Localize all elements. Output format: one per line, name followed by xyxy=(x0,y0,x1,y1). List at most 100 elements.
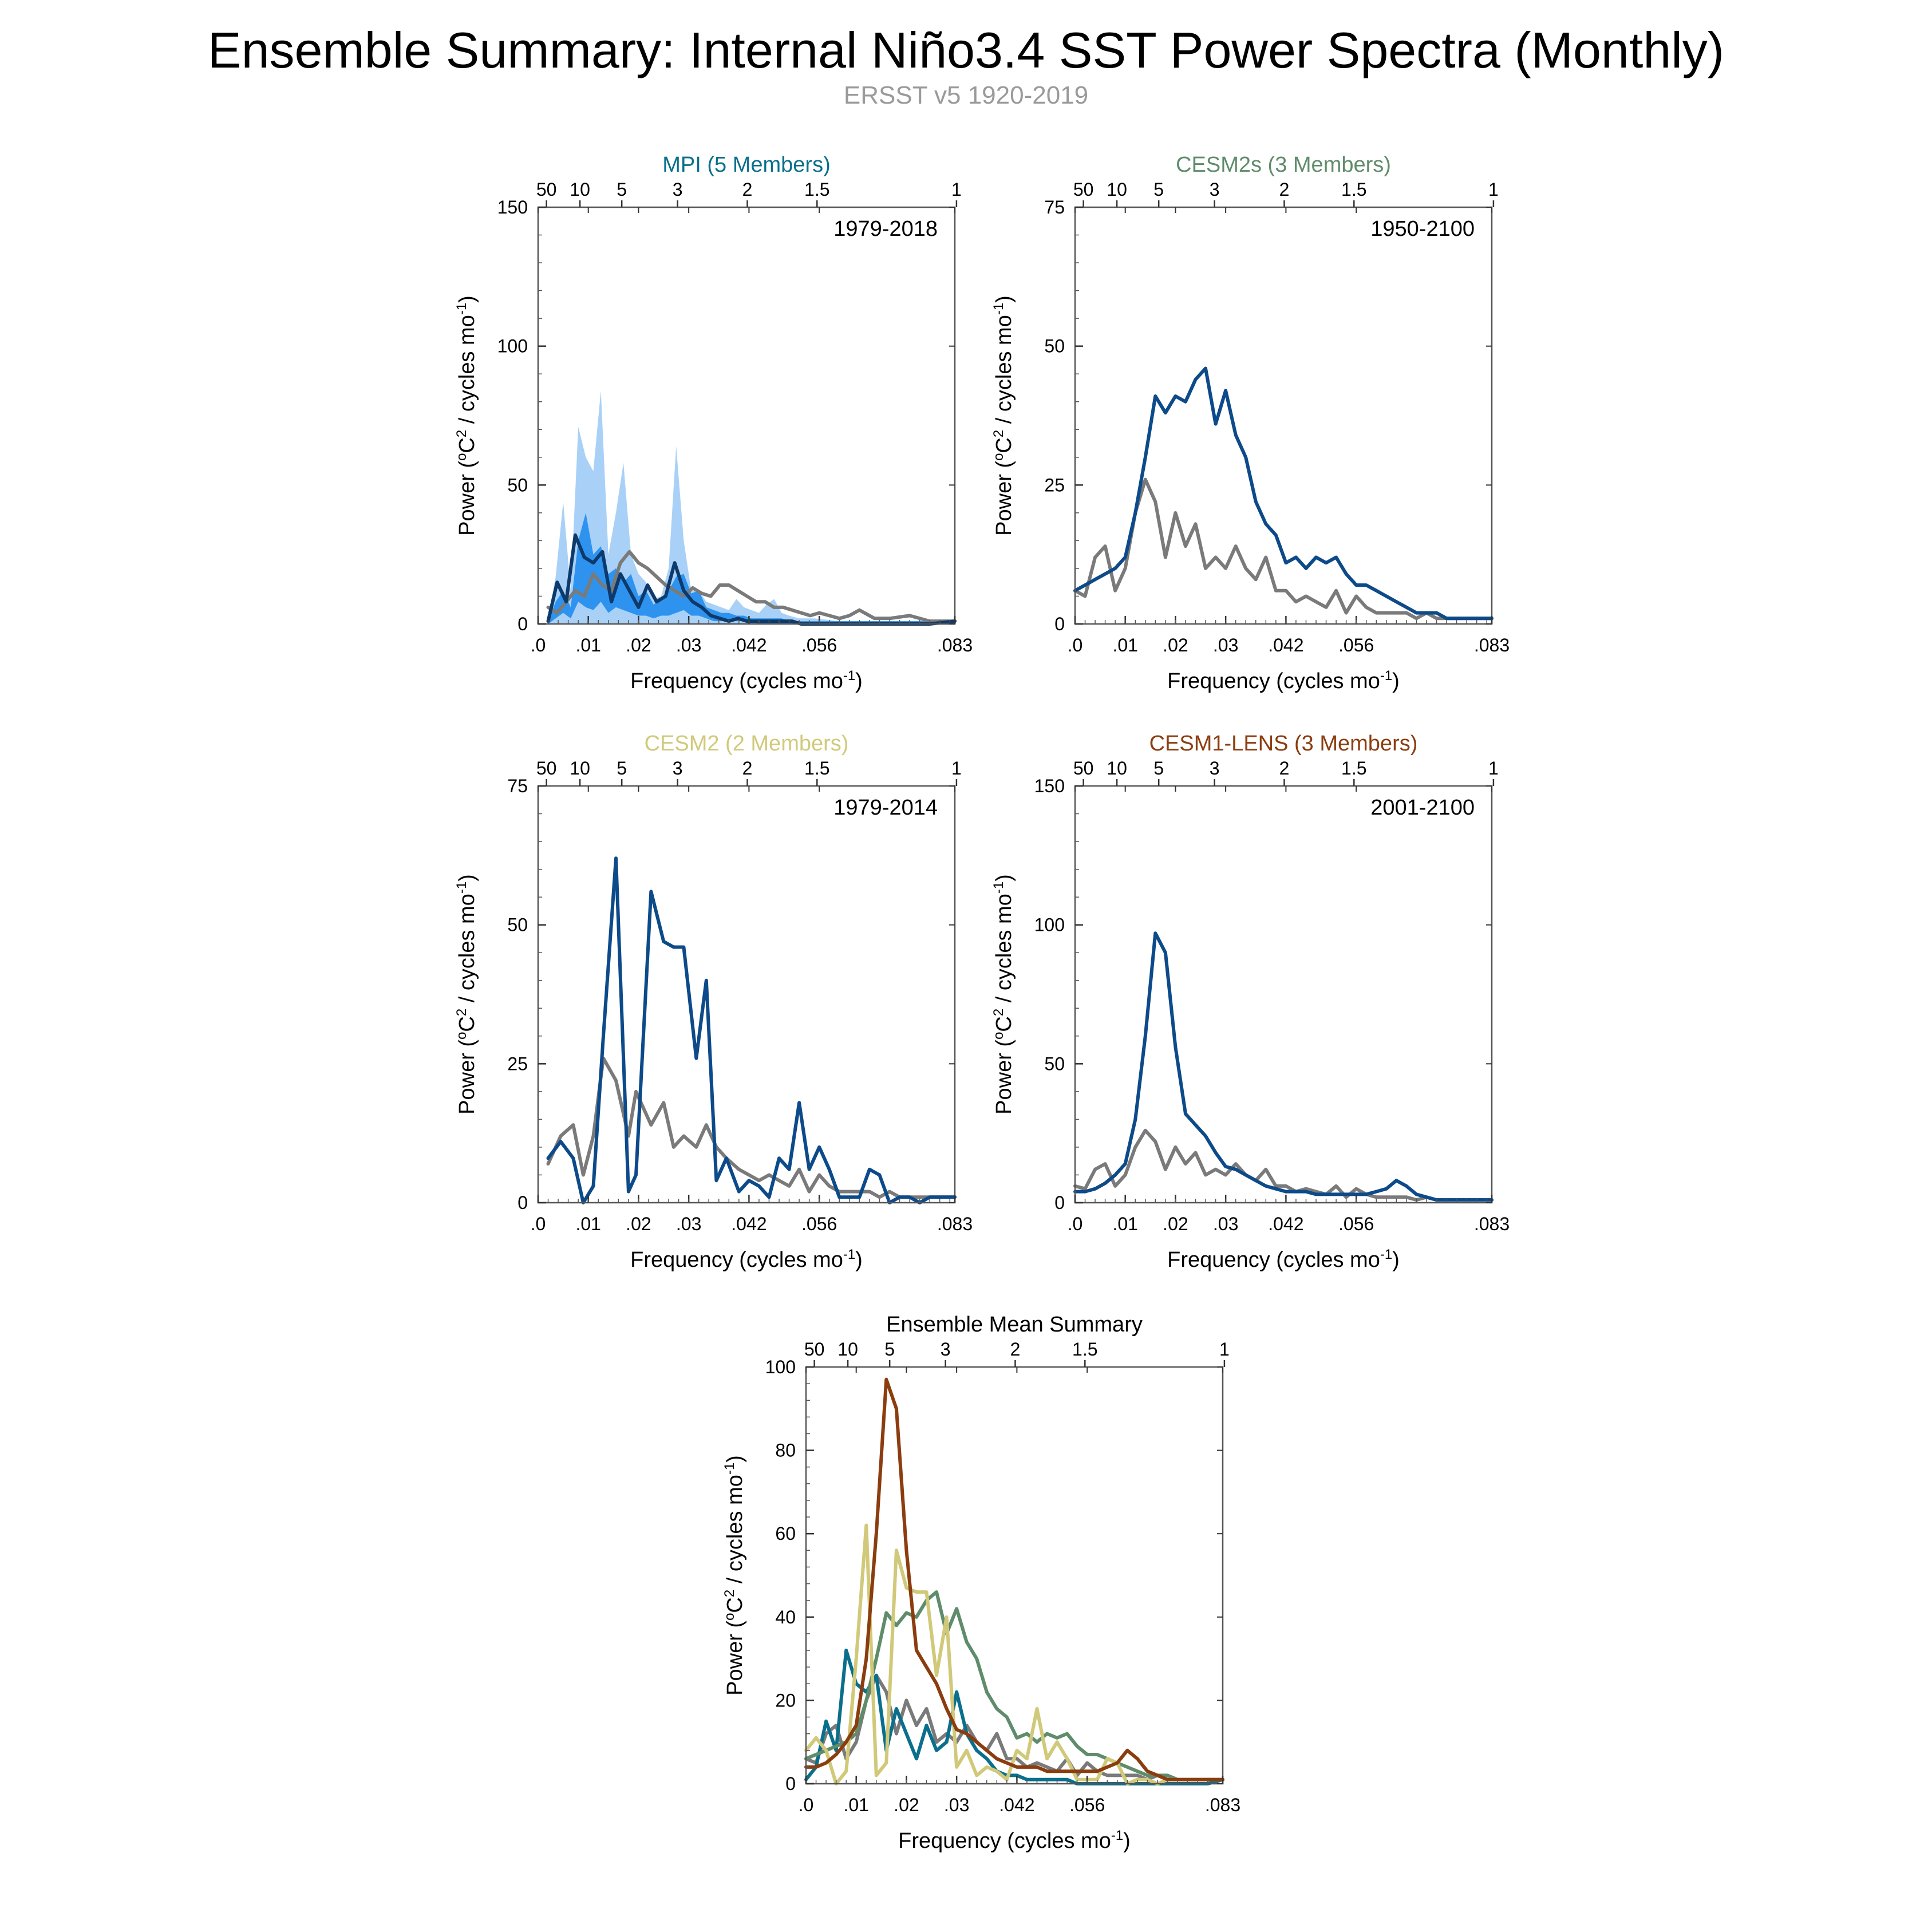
period-tick-label: 3 xyxy=(941,1339,951,1360)
x-tick-label: .042 xyxy=(1268,635,1303,655)
period-tick-label: 50 xyxy=(1073,179,1094,200)
x-tick-label: .0 xyxy=(1068,635,1083,655)
x-tick-label: .0 xyxy=(531,635,546,655)
y-tick-label: 0 xyxy=(517,1192,528,1213)
y-tick-label: 20 xyxy=(775,1690,796,1710)
period-tick-label: 5 xyxy=(1153,179,1164,200)
period-tick-label: 2 xyxy=(1279,758,1290,779)
plot-frame xyxy=(537,785,956,1204)
period-label: 1950-2100 xyxy=(1370,217,1475,241)
x-tick-label: .056 xyxy=(801,1214,837,1234)
plot-frame xyxy=(805,1366,1224,1785)
x-tick-label: .056 xyxy=(1069,1795,1105,1815)
y-tick-label: 25 xyxy=(507,1053,528,1074)
period-tick-label: 1 xyxy=(1488,179,1499,200)
x-axis-label: Frequency (cycles mo-1) xyxy=(1167,668,1400,693)
series-line-cesm2-2-members xyxy=(804,1523,1224,1785)
period-tick-label: 2 xyxy=(742,179,753,200)
period-tick-label: 3 xyxy=(673,179,683,200)
panel-title: Ensemble Mean Summary xyxy=(886,1313,1143,1337)
y-axis-label: Power (oC2 / cycles mo-1) xyxy=(722,1455,747,1696)
x-tick-label: .03 xyxy=(676,1214,701,1234)
y-tick-label: 0 xyxy=(785,1773,796,1794)
series-line-ensemble-mean xyxy=(1073,931,1494,1202)
period-tick-label: 50 xyxy=(1073,758,1094,779)
y-axis-label: Power (oC2 / cycles mo-1) xyxy=(991,295,1016,536)
period-tick-label: 1 xyxy=(951,179,962,200)
panel-title: CESM2 (2 Members) xyxy=(645,732,849,756)
series-line-ensemble-mean xyxy=(1073,366,1494,621)
x-tick-label: .01 xyxy=(843,1795,868,1815)
period-label: 1979-2018 xyxy=(833,217,938,241)
y-tick-label: 40 xyxy=(775,1607,796,1627)
plot-frame xyxy=(537,206,956,625)
period-tick-label: 50 xyxy=(804,1339,825,1360)
period-tick-label: 2 xyxy=(1010,1339,1021,1360)
x-tick-label: .02 xyxy=(1163,1214,1188,1234)
x-tick-label: .056 xyxy=(1338,635,1374,655)
x-axis-label: Frequency (cycles mo-1) xyxy=(1167,1247,1400,1272)
x-tick-label: .03 xyxy=(1213,635,1238,655)
x-tick-label: .083 xyxy=(937,1214,973,1234)
x-tick-label: .083 xyxy=(937,635,973,655)
x-tick-label: .01 xyxy=(575,1214,600,1234)
x-tick-label: .02 xyxy=(894,1795,919,1815)
y-tick-label: 100 xyxy=(497,336,528,357)
series-line-cesm1-lens-3-members xyxy=(804,1377,1224,1781)
period-tick-label: 1 xyxy=(1488,758,1499,779)
period-tick-label: 3 xyxy=(1210,758,1220,779)
y-tick-label: 50 xyxy=(507,915,528,935)
x-axis-label: Frequency (cycles mo-1) xyxy=(630,668,863,693)
series-line-cesm2s-3-members xyxy=(804,1590,1224,1781)
x-tick-label: .042 xyxy=(1268,1214,1303,1234)
x-tick-label: .083 xyxy=(1474,635,1510,655)
series-line-mpi-5-members xyxy=(804,1649,1224,1785)
period-tick-label: 5 xyxy=(884,1339,895,1360)
period-tick-label: 2 xyxy=(742,758,753,779)
x-tick-label: .083 xyxy=(1474,1214,1510,1234)
x-tick-label: .01 xyxy=(575,635,600,655)
period-tick-label: 1 xyxy=(951,758,962,779)
series-line-ensemble-mean xyxy=(546,856,957,1204)
y-tick-label: 100 xyxy=(765,1357,796,1377)
period-tick-label: 10 xyxy=(837,1339,858,1360)
period-tick-label: 5 xyxy=(1153,758,1164,779)
x-tick-label: .01 xyxy=(1112,635,1137,655)
period-tick-label: 1.5 xyxy=(1072,1339,1097,1360)
y-tick-label: 50 xyxy=(1044,336,1065,357)
x-tick-label: .056 xyxy=(1338,1214,1374,1234)
panel-title: CESM1-LENS (3 Members) xyxy=(1149,732,1418,756)
x-tick-label: .02 xyxy=(1163,635,1188,655)
y-tick-label: 75 xyxy=(1044,197,1065,218)
y-tick-label: 25 xyxy=(1044,475,1065,495)
x-tick-label: .0 xyxy=(1068,1214,1083,1234)
x-tick-label: .083 xyxy=(1205,1795,1240,1815)
period-tick-label: 1.5 xyxy=(804,758,829,779)
period-tick-label: 10 xyxy=(570,179,590,200)
y-tick-label: 0 xyxy=(1054,1192,1065,1213)
period-label: 1979-2014 xyxy=(833,796,938,820)
period-tick-label: 5 xyxy=(617,179,627,200)
y-tick-label: 50 xyxy=(1044,1053,1065,1074)
period-label: 2001-2100 xyxy=(1370,796,1475,820)
x-tick-label: .02 xyxy=(626,1214,651,1234)
period-tick-label: 1 xyxy=(1219,1339,1230,1360)
period-tick-label: 3 xyxy=(673,758,683,779)
x-tick-label: .01 xyxy=(1112,1214,1137,1234)
x-tick-label: .03 xyxy=(676,635,701,655)
y-axis-label: Power (oC2 / cycles mo-1) xyxy=(454,874,479,1115)
x-axis-label: Frequency (cycles mo-1) xyxy=(898,1828,1131,1853)
x-tick-label: .042 xyxy=(731,635,767,655)
figure-title: Ensemble Summary: Internal Niño3.4 SST P… xyxy=(207,22,1725,78)
y-tick-label: 0 xyxy=(1054,614,1065,634)
x-tick-label: .03 xyxy=(1213,1214,1238,1234)
y-axis-label: Power (oC2 / cycles mo-1) xyxy=(454,295,479,536)
series-line-observed xyxy=(1073,477,1494,621)
y-tick-label: 100 xyxy=(1034,915,1065,935)
y-tick-label: 50 xyxy=(507,475,528,495)
